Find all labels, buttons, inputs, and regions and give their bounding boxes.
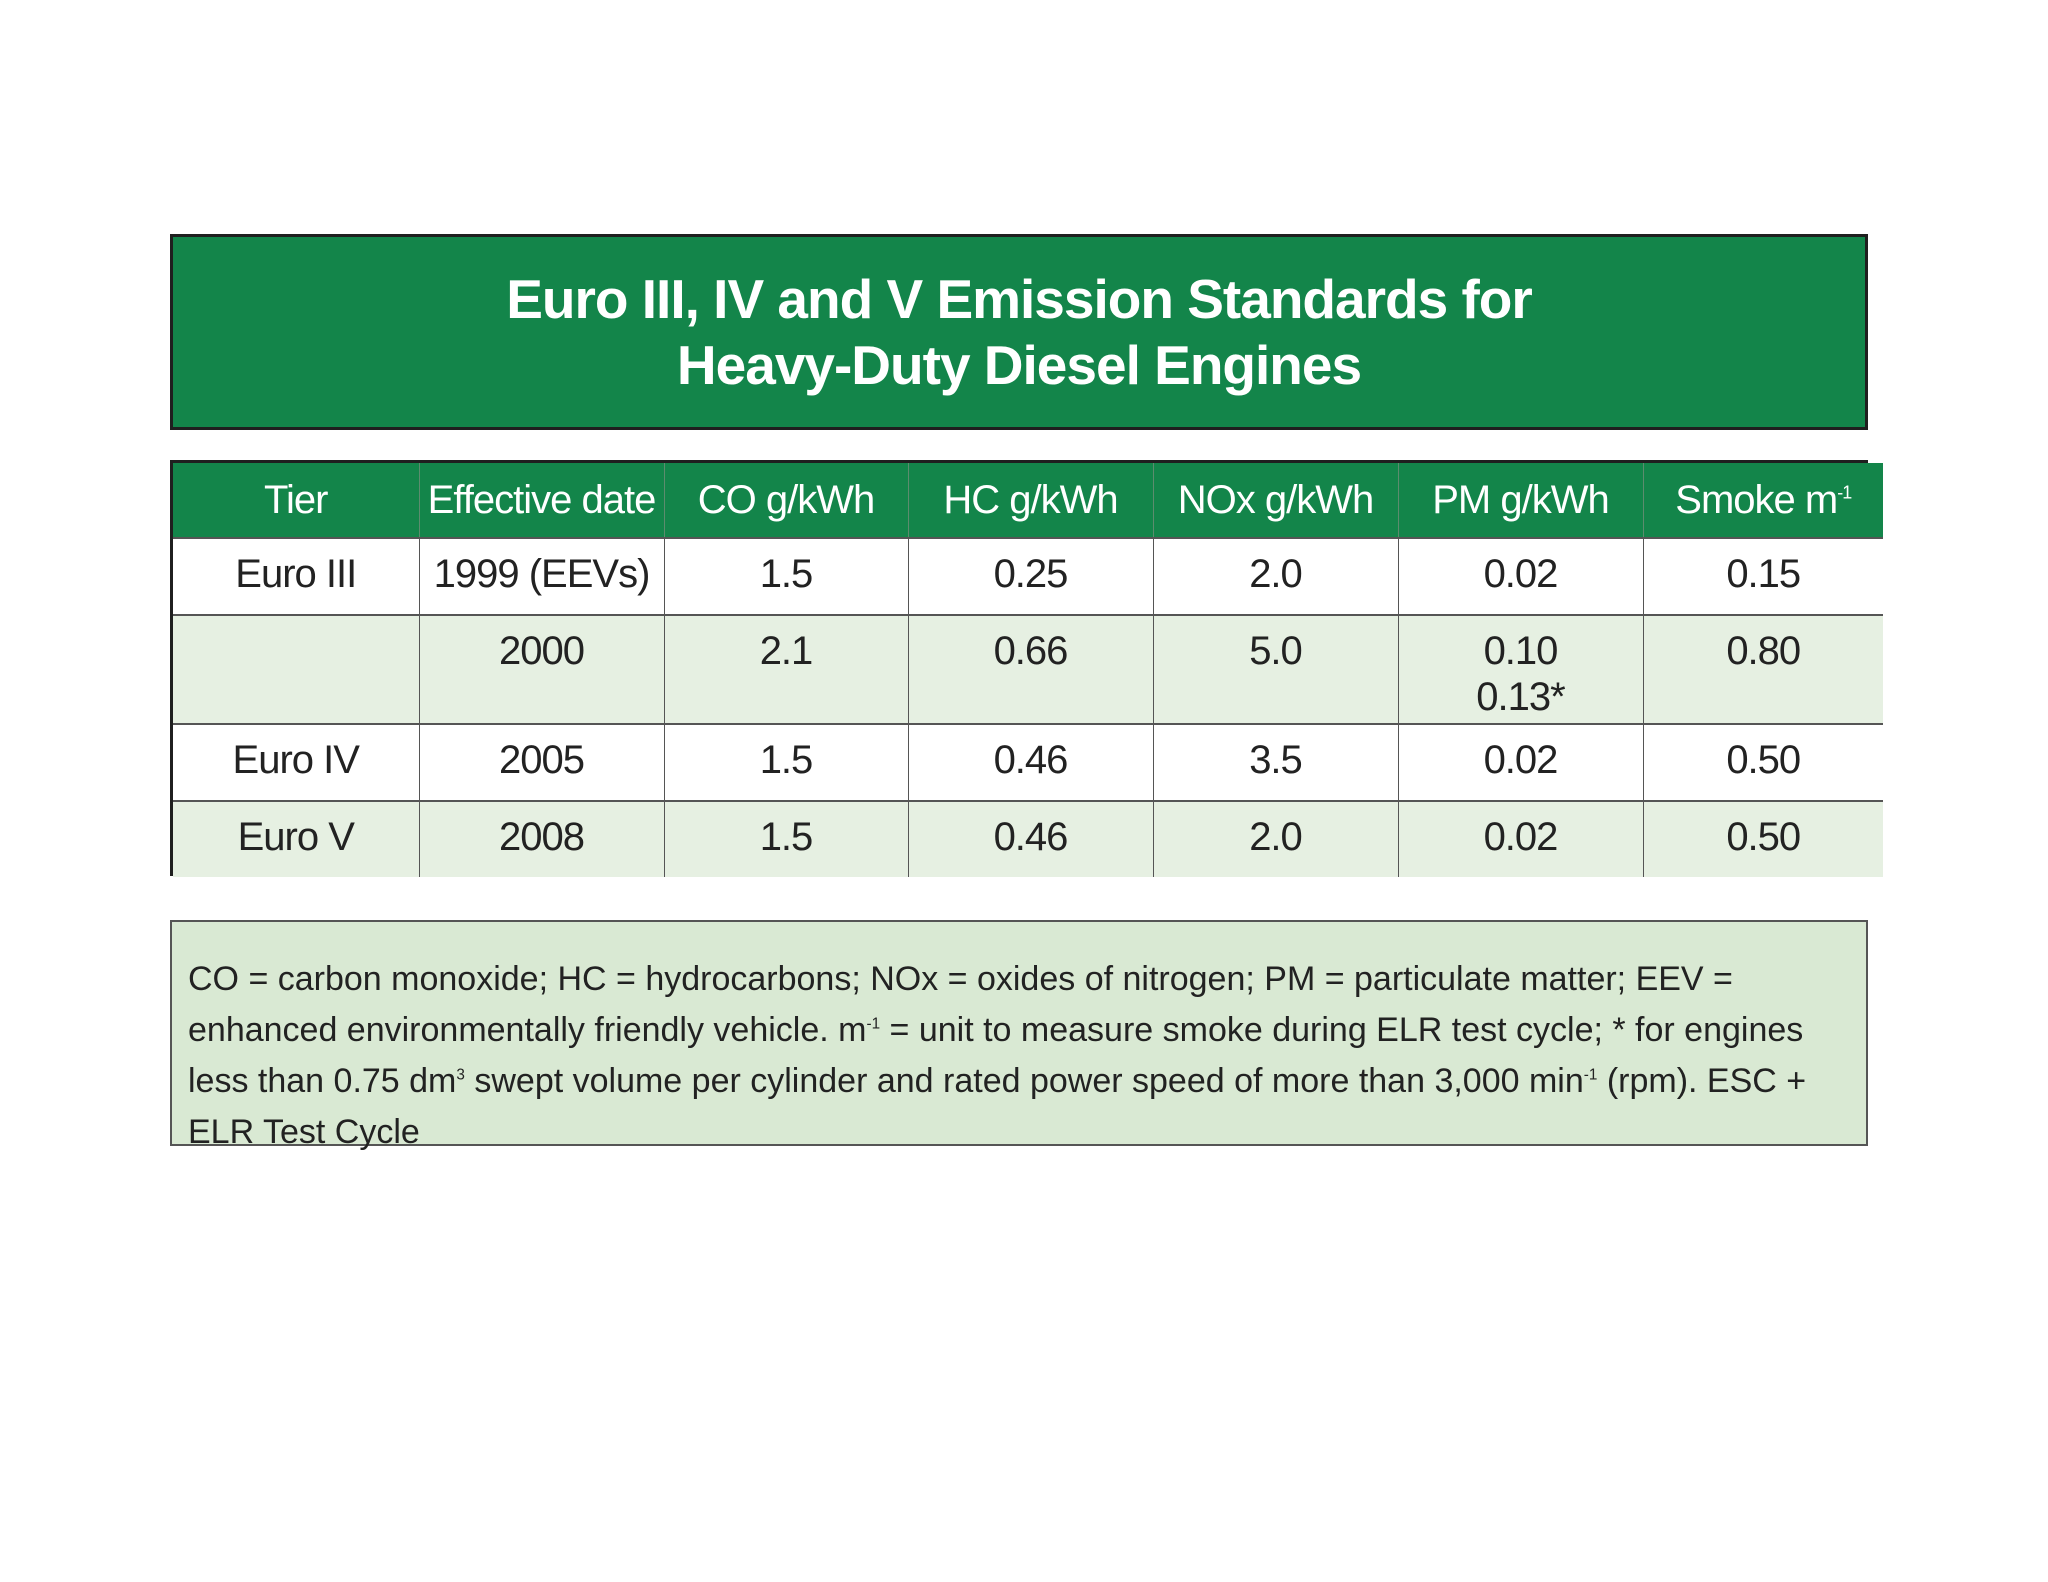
footnote-text: CO = carbon monoxide; HC = hydrocarbons;… — [188, 954, 1850, 1158]
title-banner: Euro III, IV and V Emission Standards fo… — [170, 234, 1868, 430]
header-row: Tier Effective date CO g/kWh HC g/kWh NO… — [173, 463, 1883, 538]
cell-date: 2005 — [418, 723, 664, 801]
cell-hc: 0.25 — [907, 537, 1153, 615]
header-smoke-label: Smoke m — [1675, 477, 1838, 522]
cell-smoke: 0.50 — [1642, 800, 1883, 877]
footnote-exponent-2: 3 — [456, 1066, 465, 1084]
cell-pm: 0.10 0.13* — [1397, 614, 1643, 724]
table-row: Euro III 1999 (EEVs) 1.5 0.25 2.0 0.02 0… — [173, 537, 1883, 615]
cell-co: 1.5 — [663, 723, 908, 801]
cell-co: 1.5 — [663, 537, 908, 615]
table-row: Euro IV 2005 1.5 0.46 3.5 0.02 0.50 — [173, 723, 1883, 801]
cell-smoke: 0.15 — [1642, 537, 1883, 615]
cell-pm: 0.02 — [1397, 723, 1643, 801]
footnote-exponent-1: -1 — [866, 1015, 881, 1033]
header-tier: Tier — [173, 463, 419, 538]
cell-co: 2.1 — [663, 614, 908, 724]
cell-pm-value-small-engine: 0.13* — [1476, 675, 1565, 719]
header-co: CO g/kWh — [663, 463, 908, 538]
cell-smoke: 0.80 — [1642, 614, 1883, 724]
header-smoke-exponent: -1 — [1837, 482, 1852, 503]
footnote-box: CO = carbon monoxide; HC = hydrocarbons;… — [170, 920, 1868, 1151]
header-hc: HC g/kWh — [907, 463, 1153, 538]
cell-nox: 2.0 — [1152, 537, 1398, 615]
header-pm: PM g/kWh — [1397, 463, 1643, 538]
table-row: 2000 2.1 0.66 5.0 0.10 0.13* 0.80 — [173, 614, 1883, 724]
cell-tier: Euro III — [173, 537, 419, 615]
footnote-exponent-3: -1 — [1583, 1066, 1598, 1084]
footnote-part-1: CO = carbon monoxide; HC = hydrocarbons;… — [188, 960, 1733, 1049]
header-nox: NOx g/kWh — [1152, 463, 1398, 538]
cell-smoke: 0.50 — [1642, 723, 1883, 801]
cell-co: 1.5 — [663, 800, 908, 877]
cell-nox: 5.0 — [1152, 614, 1398, 724]
table-row: Euro V 2008 1.5 0.46 2.0 0.02 0.50 — [173, 800, 1883, 877]
title-line-1: Euro III, IV and V Emission Standards fo… — [506, 268, 1533, 330]
table-title: Euro III, IV and V Emission Standards fo… — [506, 266, 1533, 398]
title-line-2: Heavy-Duty Diesel Engines — [676, 334, 1362, 396]
emission-standards-table: Tier Effective date CO g/kWh HC g/kWh NO… — [170, 460, 1883, 877]
cell-date: 2008 — [418, 800, 664, 877]
cell-nox: 2.0 — [1152, 800, 1398, 877]
cell-tier: Euro V — [173, 800, 419, 877]
cell-date: 1999 (EEVs) — [418, 537, 664, 615]
cell-pm: 0.02 — [1397, 537, 1643, 615]
footnote-part-3: swept volume per cylinder and rated powe… — [464, 1062, 1584, 1100]
cell-date: 2000 — [418, 614, 664, 724]
cell-pm-value: 0.10 — [1483, 629, 1559, 673]
cell-hc: 0.46 — [907, 800, 1153, 877]
header-smoke: Smoke m-1 — [1642, 463, 1883, 538]
cell-nox: 3.5 — [1152, 723, 1398, 801]
cell-tier: Euro IV — [173, 723, 419, 801]
cell-pm: 0.02 — [1397, 800, 1643, 877]
footnote-part-2: = unit to measure smoke during ELR test … — [188, 1011, 1804, 1100]
cell-hc: 0.66 — [907, 614, 1153, 724]
header-effective-date: Effective date — [418, 463, 664, 538]
cell-hc: 0.46 — [907, 723, 1153, 801]
footnote-part-4: (rpm). ESC + ELR Test Cycle — [188, 1062, 1807, 1151]
cell-tier — [173, 614, 419, 724]
